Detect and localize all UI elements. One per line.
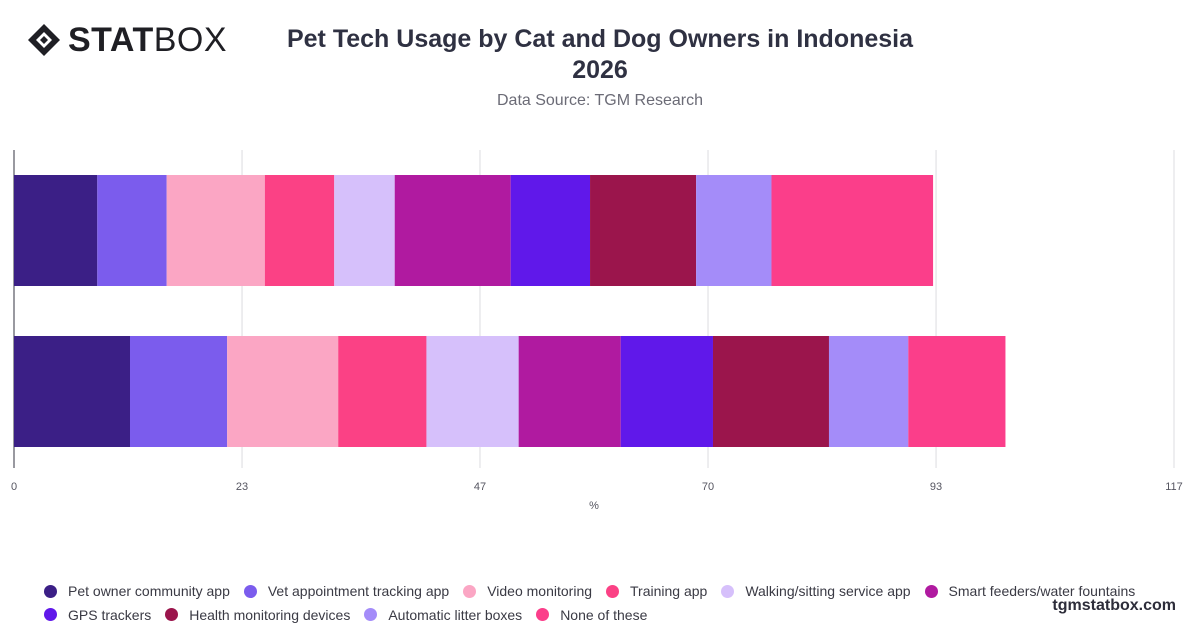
- bar-segment-vet-appointment-tracking-app: [130, 336, 228, 447]
- legend-item[interactable]: Video monitoring: [463, 580, 592, 602]
- bar-segment-video-monitoring: [166, 175, 265, 286]
- legend-item[interactable]: Walking/sitting service app: [721, 580, 911, 602]
- legend-swatch: [165, 608, 179, 621]
- bar-segment-pet-owner-community-app: [14, 336, 130, 447]
- bar-segment-gps-trackers: [620, 336, 713, 447]
- legend-swatch: [536, 608, 550, 621]
- bar-segment-vet-appointment-tracking-app: [97, 175, 167, 286]
- legend-item[interactable]: None of these: [536, 604, 647, 626]
- bar-segment-pet-owner-community-app: [14, 175, 98, 286]
- x-axis-label: %: [589, 500, 599, 512]
- bar-segment-none-of-these: [908, 336, 1006, 447]
- bar-segment-health-monitoring-devices: [590, 175, 697, 286]
- bar-segment-smart-feeders-water-fountains: [394, 175, 511, 286]
- legend-swatch: [606, 584, 620, 598]
- legend-label: Video monitoring: [487, 583, 593, 599]
- chart-title-line2: 2026: [572, 56, 628, 84]
- bar-segment-walking-sitting-service-app: [334, 175, 395, 286]
- statbox-logo: STATBOX: [26, 22, 227, 58]
- legend-swatch: [721, 584, 735, 598]
- legend-swatch: [44, 608, 57, 621]
- bar-segment-video-monitoring: [227, 336, 339, 447]
- legend-swatch: [463, 584, 477, 598]
- legend-label: Training app: [630, 583, 708, 599]
- legend-label: Pet owner community app: [68, 583, 230, 599]
- legend-item[interactable]: Automatic litter boxes: [364, 604, 522, 626]
- bar-segment-health-monitoring-devices: [712, 336, 829, 447]
- legend-label: Health monitoring devices: [189, 606, 351, 623]
- chart-legend: Pet owner community app Vet appointment t…: [44, 580, 1174, 627]
- legend-item[interactable]: Health monitoring devices: [165, 604, 350, 626]
- legend-item[interactable]: Smart feeders/water fountains: [924, 580, 1136, 602]
- legend-label: None of these: [560, 606, 648, 623]
- stacked-bar-chart: 0 23 47 70 93 117%: [11, 150, 1183, 512]
- x-tick-label: 47: [474, 481, 486, 493]
- x-tick-label: 93: [930, 481, 942, 493]
- chart-subtitle: Data Source: TGM Research: [496, 92, 703, 109]
- legend-item[interactable]: Vet appointment tracking app: [243, 580, 450, 602]
- legend-label: Walking/sitting service app: [745, 583, 911, 599]
- x-tick-label: 70: [702, 481, 714, 493]
- bar-segment-none-of-these: [771, 175, 934, 286]
- legend-label: GPS trackers: [68, 606, 152, 623]
- x-tick-label: 0: [11, 481, 17, 493]
- chart-title: Pet Tech Usage by Cat and Dog Owners in …: [0, 24, 1200, 86]
- chart-title-line1: Pet Tech Usage by Cat and Dog Owners in …: [286, 25, 914, 53]
- x-tick-label: 23: [236, 481, 248, 493]
- diamond-logo-icon: [28, 24, 60, 56]
- bar-segment-walking-sitting-service-app: [426, 336, 519, 447]
- legend-item[interactable]: GPS trackers: [44, 604, 151, 626]
- legend-label: Smart feeders/water fountains: [948, 583, 1136, 599]
- legend-swatch: [364, 608, 378, 621]
- bar-segment-automatic-litter-boxes: [696, 175, 772, 286]
- legend-swatch: [44, 584, 57, 598]
- x-tick-label: 117: [1165, 481, 1183, 493]
- legend-label: Automatic litter boxes: [388, 606, 523, 623]
- source-credit: tgmstatbox.com: [1052, 597, 1176, 614]
- bar-segment-gps-trackers: [510, 175, 591, 286]
- bar-segment-training-app: [338, 336, 427, 447]
- logo-wordmark: STATBOX: [68, 21, 228, 59]
- bar-segment-training-app: [264, 175, 335, 286]
- bar-segment-automatic-litter-boxes: [828, 336, 909, 447]
- legend-item[interactable]: Pet owner community app: [44, 580, 230, 602]
- legend-swatch: [924, 584, 938, 598]
- bar-segment-smart-feeders-water-fountains: [518, 336, 621, 447]
- legend-swatch: [243, 584, 257, 598]
- legend-label: Vet appointment tracking app: [267, 583, 450, 599]
- legend-item[interactable]: Training app: [606, 580, 707, 602]
